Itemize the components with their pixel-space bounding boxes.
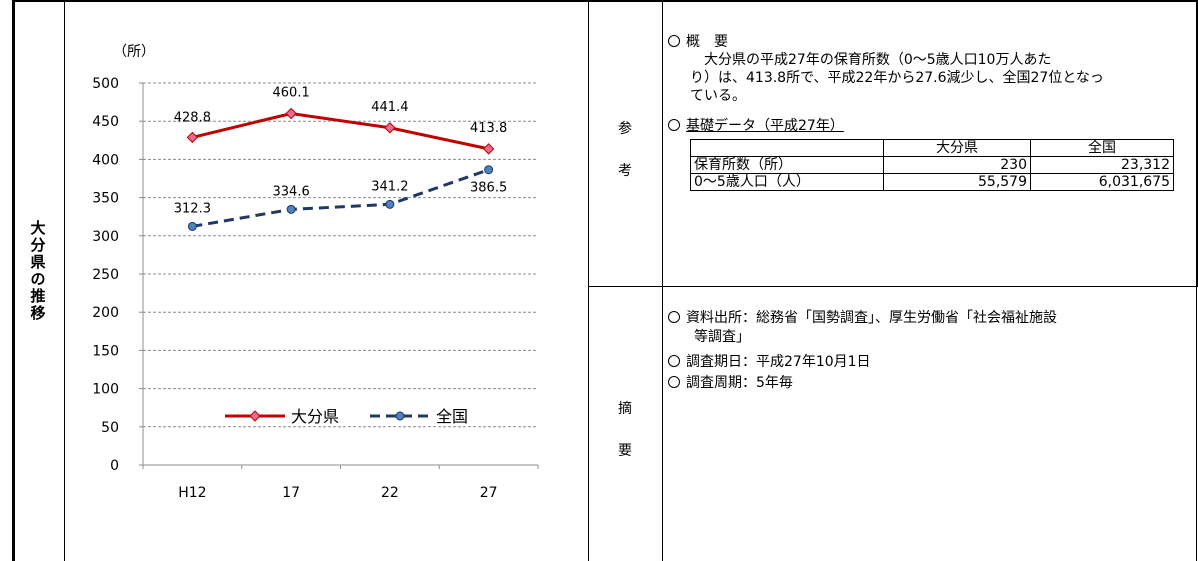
- table-header-row: 大分県 全国: [690, 139, 1174, 157]
- x-tick-label: 22: [381, 485, 399, 501]
- circle-bullet-icon: [668, 311, 680, 323]
- table-header-empty: [690, 139, 884, 157]
- source-line: 資料出所：総務省「国勢調査」、厚生労働省「社会福祉施設: [668, 310, 1057, 326]
- right-edge-lower: [1196, 286, 1197, 561]
- circle-bullet-icon: [668, 355, 680, 367]
- series-point: [384, 122, 396, 134]
- legend-label: 全国: [436, 407, 468, 426]
- y-tick-label: 350: [92, 191, 119, 207]
- table-row: 保育所数（所） 230 23,312: [690, 156, 1174, 174]
- chart-right-divider: [588, 0, 589, 561]
- section-label-char: 移: [30, 304, 46, 322]
- section-label-char: 分: [30, 236, 46, 254]
- table-header-oita: 大分県: [883, 139, 1031, 157]
- label-column-divider: [64, 0, 65, 561]
- data-label: 386.5: [470, 181, 507, 196]
- section-label: 大 分 県 の 推 移: [28, 220, 48, 322]
- series-point: [186, 131, 199, 144]
- section-label-char: の: [30, 270, 46, 288]
- section-label-char: 県: [30, 253, 46, 271]
- series-line: [192, 111, 489, 151]
- survey-date: 調査期日：平成27年10月1日: [668, 354, 871, 370]
- table-cell-national: 6,031,675: [1030, 173, 1174, 191]
- series-point: [482, 143, 495, 155]
- circle-bullet-icon: [668, 35, 680, 47]
- series-point: [484, 165, 494, 175]
- data-label: 341.2: [371, 179, 408, 194]
- section-label-char: 大: [30, 219, 46, 237]
- basic-data-table: 大分県 全国 保育所数（所） 230 23,312 0～5歳人口（人） 55,5…: [690, 139, 1174, 191]
- unit-label: （所）: [113, 44, 155, 60]
- ref-summary-divider: [589, 286, 1198, 287]
- y-tick-label: 0: [110, 458, 119, 474]
- series-point: [187, 221, 197, 231]
- circle-bullet-icon: [668, 119, 680, 131]
- summary-label-char: 摘: [618, 401, 632, 417]
- overview-line: り）は、413.8所で、平成22年から27.6減少し、全国27位となっ: [690, 70, 1104, 86]
- overview-heading: 概 要: [668, 34, 728, 50]
- y-tick-label: 500: [92, 76, 119, 92]
- x-tick-label: 27: [480, 485, 498, 501]
- data-label: 441.4: [371, 100, 408, 115]
- series-point: [385, 199, 395, 209]
- table-row: 0～5歳人口（人） 55,579 6,031,675: [690, 173, 1174, 191]
- survey-cycle: 調査周期：5年毎: [668, 375, 793, 391]
- data-label: 413.8: [470, 121, 507, 136]
- survey-cycle-text: 調査周期：5年毎: [686, 375, 793, 391]
- section-label-char: 推: [30, 287, 46, 305]
- overview-line: 大分県の平成27年の保育所数（0～5歳人口10万人あた: [690, 52, 1052, 68]
- y-tick-label: 300: [92, 229, 119, 245]
- y-tick-label: 50: [101, 420, 119, 436]
- data-label: 312.3: [174, 201, 211, 216]
- right-edge: [1196, 0, 1198, 286]
- overview-line: ている。: [690, 88, 746, 104]
- data-label: 460.1: [273, 85, 310, 100]
- series-point: [286, 204, 296, 214]
- x-tick-label: H12: [178, 485, 206, 501]
- source-text: 資料出所：総務省「国勢調査」、厚生労働省「社会福祉施設: [686, 310, 1057, 326]
- left-border: [12, 0, 15, 561]
- y-tick-label: 100: [92, 382, 119, 398]
- basic-data-heading: 基礎データ（平成27年）: [668, 118, 844, 134]
- data-label: 334.6: [273, 184, 310, 199]
- ref-label-divider: [662, 0, 663, 561]
- legend-marker: [249, 410, 261, 422]
- table-header-national: 全国: [1030, 139, 1174, 157]
- y-tick-label: 250: [92, 267, 119, 283]
- legend-label: 大分県: [291, 407, 339, 426]
- survey-date-text: 調査期日：平成27年10月1日: [686, 354, 871, 370]
- series-line: [192, 168, 490, 228]
- ref-label-char: 考: [618, 163, 632, 179]
- series-point: [285, 107, 297, 120]
- table-row-label: 0～5歳人口（人）: [690, 173, 884, 191]
- data-label: 428.8: [174, 110, 211, 125]
- x-tick-label: 17: [282, 485, 300, 501]
- y-tick-label: 450: [92, 114, 119, 130]
- basic-data-heading-text: 基礎データ（平成27年）: [686, 118, 844, 134]
- table-cell-oita: 230: [883, 156, 1031, 174]
- top-border: [12, 0, 1198, 2]
- y-tick-label: 200: [92, 305, 119, 321]
- table-row-label: 保育所数（所）: [690, 156, 884, 174]
- legend-marker: [395, 411, 405, 421]
- table-cell-oita: 55,579: [883, 173, 1031, 191]
- circle-bullet-icon: [668, 376, 680, 388]
- summary-label-char: 要: [618, 443, 632, 459]
- overview-heading-text: 概 要: [686, 34, 728, 50]
- ref-label-char: 参: [618, 121, 632, 137]
- y-tick-label: 150: [92, 343, 119, 359]
- table-cell-national: 23,312: [1030, 156, 1174, 174]
- line-chart: （所） 0 50 100 150 200 250 300 350 400 450 500 H12 17…: [92, 44, 539, 501]
- y-tick-label: 400: [92, 152, 119, 168]
- source-line-2: 等調査」: [694, 329, 750, 345]
